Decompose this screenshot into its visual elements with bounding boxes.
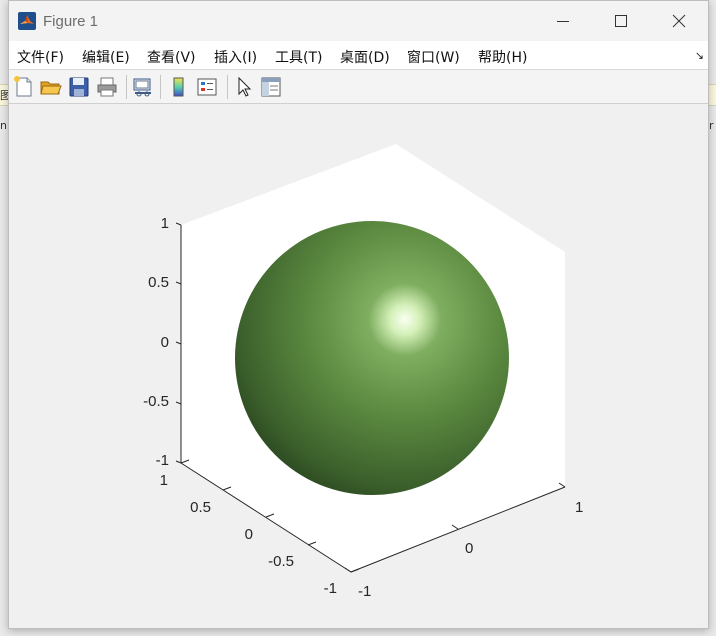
save-icon[interactable] <box>67 75 91 99</box>
menu-insert[interactable]: 插入(I) <box>214 50 258 66</box>
print-icon[interactable] <box>95 75 119 99</box>
axes-3d[interactable]: 1 0.5 0 -0.5 -1 1 0.5 0 -0.5 -1 <box>9 104 708 628</box>
background-text: n <box>0 119 7 132</box>
x-axis <box>344 482 566 573</box>
minimize-button[interactable] <box>534 1 592 41</box>
x-tick-label: 0 <box>465 540 473 557</box>
y-tick-label: -0.5 <box>268 553 294 570</box>
title-bar[interactable]: Figure 1 <box>9 1 708 41</box>
background-text: r <box>709 119 714 132</box>
z-tick-label: 1 <box>161 215 169 232</box>
legend-icon[interactable] <box>195 75 219 99</box>
figure-toolbar <box>9 70 708 104</box>
property-inspector-icon[interactable] <box>259 75 283 99</box>
matlab-icon <box>18 12 36 30</box>
toolbar-separator <box>227 75 228 99</box>
z-tick-label: -1 <box>156 452 169 469</box>
menu-window[interactable]: 窗口(W) <box>407 50 460 66</box>
new-figure-icon[interactable] <box>12 75 36 99</box>
x-tick-label: -1 <box>358 583 371 600</box>
z-tick-label: -0.5 <box>143 393 169 410</box>
menu-bar: 文件(F) 编辑(E) 查看(V) 插入(I) 工具(T) 桌面(D) 窗口(W… <box>9 41 708 70</box>
toolbar-separator <box>126 75 127 99</box>
maximize-button[interactable] <box>592 1 650 41</box>
maximize-icon <box>615 15 627 27</box>
sphere-surface <box>235 221 509 495</box>
menu-help[interactable]: 帮助(H) <box>478 50 528 66</box>
z-tick-label: 0.5 <box>148 274 169 291</box>
y-tick-label: 1 <box>160 472 168 489</box>
x-tick-label: 1 <box>575 499 583 516</box>
window-title: Figure 1 <box>43 13 99 30</box>
menu-tools[interactable]: 工具(T) <box>275 50 323 66</box>
menu-file[interactable]: 文件(F) <box>17 50 64 66</box>
open-file-icon[interactable] <box>39 75 63 99</box>
y-tick-label: 0 <box>245 526 253 543</box>
colorbar-icon[interactable] <box>167 75 191 99</box>
menu-desktop[interactable]: 桌面(D) <box>340 50 390 66</box>
y-tick-label: -1 <box>324 580 337 597</box>
toolbar-separator <box>160 75 161 99</box>
background-text: 图 <box>0 89 11 102</box>
z-axis <box>175 222 182 464</box>
menu-view[interactable]: 查看(V) <box>147 50 196 66</box>
y-tick-label: 0.5 <box>190 499 211 516</box>
link-plot-icon[interactable] <box>131 75 155 99</box>
figure-window: Figure 1 文件(F) 编辑(E) 查看(V) 插入(I) 工具(T) 桌… <box>8 0 709 629</box>
menu-edit[interactable]: 编辑(E) <box>82 50 130 66</box>
minimize-icon <box>557 21 569 22</box>
close-button[interactable] <box>650 1 708 41</box>
dock-arrow-icon[interactable]: ↘ <box>694 50 704 62</box>
close-icon <box>672 14 686 28</box>
z-tick-label: 0 <box>161 334 169 351</box>
pointer-icon[interactable] <box>232 75 256 99</box>
figure-canvas: 1 0.5 0 -0.5 -1 1 0.5 0 -0.5 -1 <box>9 104 708 628</box>
